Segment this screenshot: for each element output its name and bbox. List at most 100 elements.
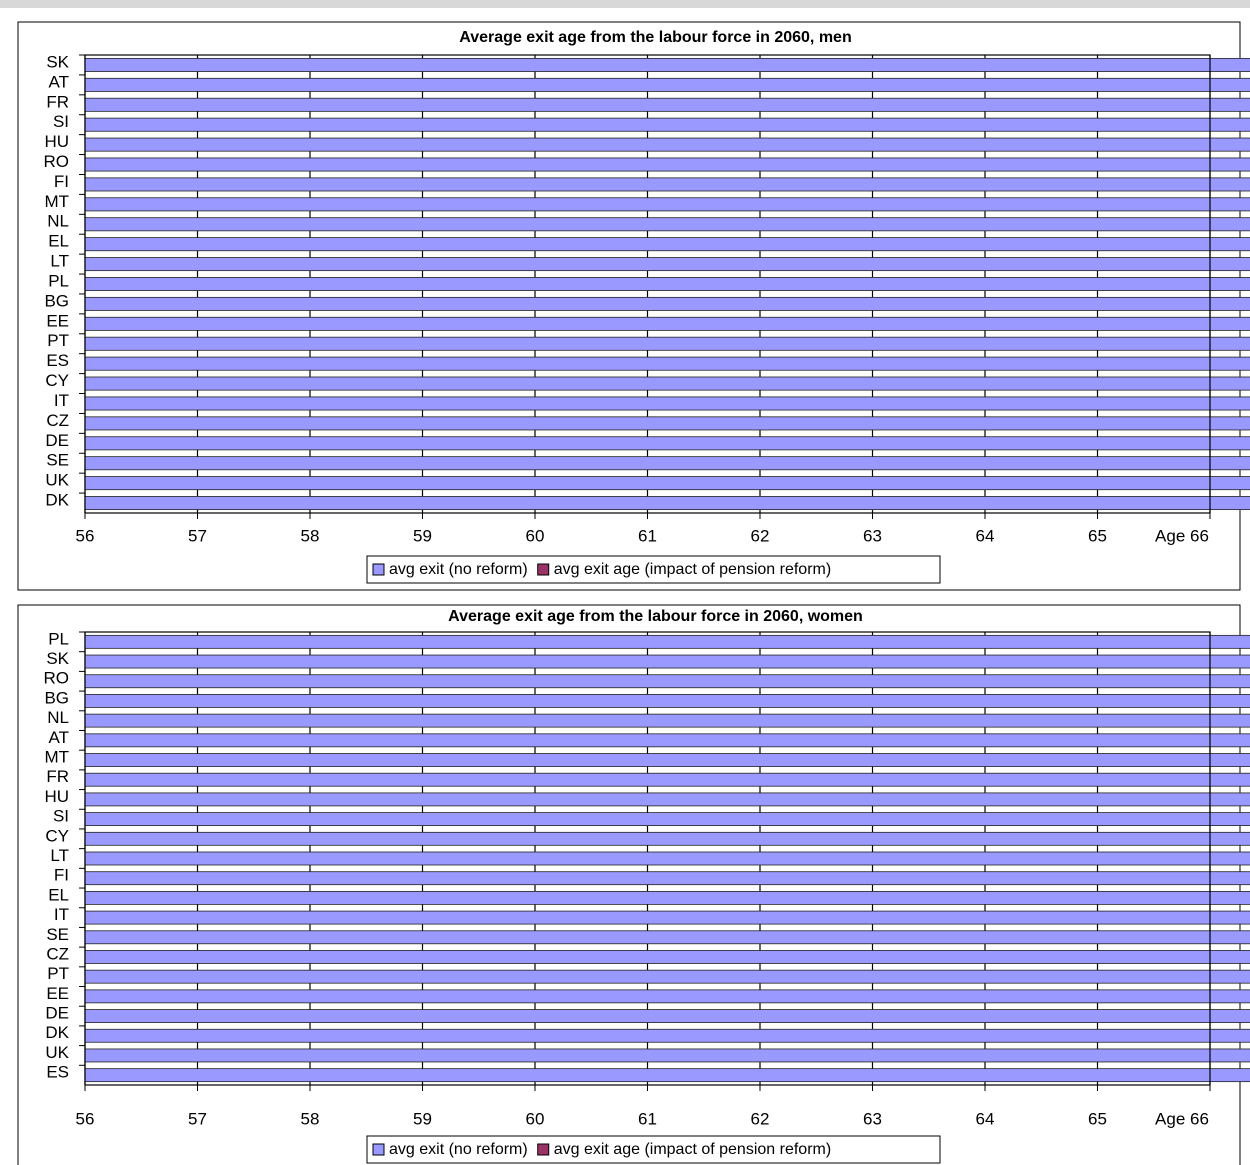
bar-segment: [84, 910, 1250, 925]
legend-label: avg exit age (impact of pension reform): [554, 1141, 831, 1158]
y-tick-label: NL: [47, 708, 69, 727]
bar-segment: [84, 1009, 1250, 1023]
bar-segment: [84, 694, 1250, 708]
bar-segment: [84, 436, 1250, 451]
x-tick-label: 60: [526, 526, 545, 545]
y-tick-label: DE: [45, 1004, 69, 1023]
y-tick-label: PL: [48, 629, 69, 648]
y-tick-label: RO: [44, 669, 70, 688]
y-tick-label: PT: [47, 964, 69, 983]
bar-segment: [84, 396, 1250, 411]
x-tick-label: 63: [863, 526, 882, 545]
bar-segment: [84, 1028, 1250, 1043]
x-tick-label: 58: [301, 526, 320, 545]
bar-segment: [84, 217, 1250, 232]
y-tick-label: AT: [49, 728, 69, 747]
y-tick-label: LT: [50, 252, 69, 271]
y-tick-label: EE: [46, 311, 69, 330]
bar-segment: [84, 1048, 1250, 1063]
bar-segment: [84, 969, 1250, 984]
x-tick-label: 59: [413, 1109, 432, 1128]
y-tick-label: FI: [54, 172, 69, 191]
x-tick-label: 59: [413, 526, 432, 545]
bar-segment: [84, 989, 1250, 1004]
y-tick-label: SE: [46, 925, 69, 944]
y-tick-label: CY: [45, 826, 69, 845]
bar-segment: [84, 792, 1250, 807]
y-tick-label: EL: [48, 885, 69, 904]
x-tick-label: 64: [976, 1109, 995, 1128]
bar-segment: [84, 476, 1250, 491]
y-tick-label: DE: [45, 431, 69, 450]
x-tick-label: 56: [76, 526, 95, 545]
y-tick-label: ES: [46, 351, 69, 370]
x-tick-label: 63: [863, 1109, 882, 1128]
bar-segment: [84, 376, 1250, 391]
bar-segment: [84, 890, 1250, 905]
bar-segment: [84, 177, 1250, 192]
bar-segment: [84, 57, 1250, 72]
x-tick-label: Age 66: [1155, 526, 1209, 545]
bar-segment: [84, 812, 1250, 827]
y-tick-label: CY: [45, 371, 69, 390]
y-tick-label: SI: [53, 807, 69, 826]
y-tick-label: AT: [49, 72, 69, 91]
bar-segment: [84, 713, 1250, 728]
bar-segment: [84, 296, 1250, 311]
y-tick-label: DK: [45, 1023, 69, 1042]
bar-segment: [84, 237, 1250, 252]
y-tick-label: PT: [47, 331, 69, 350]
x-tick-label: 57: [188, 1109, 207, 1128]
bar-segment: [84, 97, 1250, 112]
x-tick-label: 58: [301, 1109, 320, 1128]
y-tick-label: CZ: [46, 944, 69, 963]
bar-segment: [84, 197, 1250, 212]
y-tick-label: MT: [44, 192, 69, 211]
bar-segment: [84, 356, 1250, 371]
legend-swatch: [537, 563, 550, 576]
y-tick-label: RO: [44, 152, 70, 171]
y-tick-label: ES: [46, 1063, 69, 1082]
y-tick-label: FR: [46, 92, 69, 111]
chart-title: Average exit age from the labour force i…: [448, 608, 863, 625]
legend-label: avg exit (no reform): [389, 561, 528, 578]
y-tick-label: LT: [50, 846, 69, 865]
y-tick-label: MT: [44, 748, 69, 767]
bar-segment: [84, 277, 1250, 291]
bar-segment: [84, 257, 1250, 272]
bar-segment: [84, 654, 1250, 669]
y-tick-label: IT: [54, 391, 69, 410]
bar-segment: [84, 753, 1250, 767]
bar-segment: [84, 336, 1250, 351]
x-tick-label: 62: [751, 1109, 770, 1128]
legend-box: [366, 555, 941, 584]
y-tick-label: SI: [53, 112, 69, 131]
y-tick-label: HU: [44, 787, 69, 806]
legend-box: [366, 1135, 941, 1164]
top-strip: [0, 0, 1250, 8]
y-tick-label: EE: [46, 984, 69, 1003]
bar-segment: [84, 772, 1250, 787]
x-tick-label: 65: [1088, 1109, 1107, 1128]
y-tick-label: BG: [44, 291, 69, 310]
bar-segment: [84, 950, 1250, 964]
y-tick-label: UK: [45, 1043, 69, 1062]
y-tick-label: EL: [48, 232, 69, 251]
y-tick-label: FI: [54, 866, 69, 885]
bar-segment: [84, 831, 1250, 846]
bar-segment: [84, 137, 1250, 152]
y-tick-label: BG: [44, 688, 69, 707]
y-tick-label: SE: [46, 451, 69, 470]
y-tick-label: CZ: [46, 411, 69, 430]
y-tick-label: IT: [54, 905, 69, 924]
y-tick-label: PL: [48, 271, 69, 290]
x-tick-label: 61: [638, 526, 657, 545]
x-tick-label: 61: [638, 1109, 657, 1128]
chart-title: Average exit age from the labour force i…: [459, 29, 851, 46]
legend-label: avg exit (no reform): [389, 1141, 528, 1158]
x-tick-label: 60: [526, 1109, 545, 1128]
bar-segment: [84, 1068, 1250, 1083]
y-tick-label: NL: [47, 212, 69, 231]
bar-segment: [84, 496, 1250, 511]
